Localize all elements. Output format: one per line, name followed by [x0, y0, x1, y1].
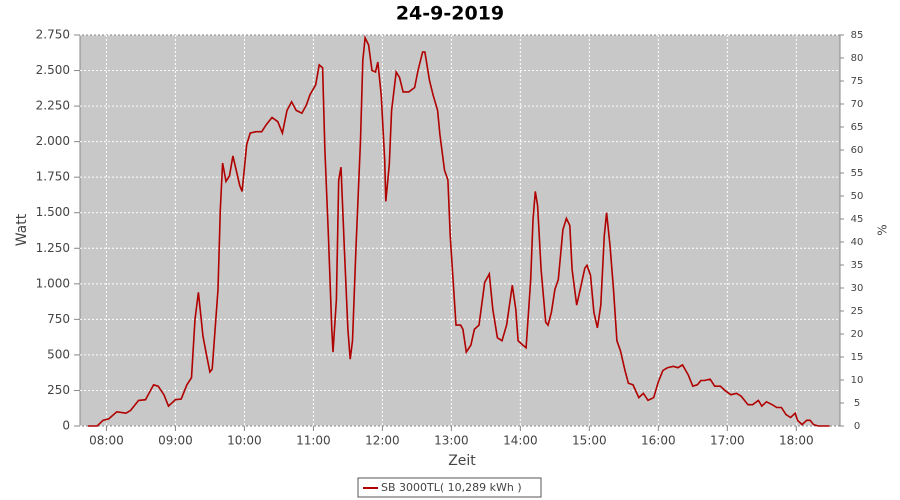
plot-area — [79, 34, 841, 427]
y2-tick-label: 10 — [851, 375, 864, 386]
x-tick-label: 10:00 — [227, 434, 262, 448]
x-tick-label: 09:00 — [158, 434, 193, 448]
y2-tick-label: 20 — [851, 329, 864, 340]
y-tick-label: 500 — [47, 347, 70, 361]
y2-tick-label: 40 — [851, 237, 864, 248]
x-tick-label: 14:00 — [503, 434, 538, 448]
y2-tick-label: 80 — [851, 53, 864, 64]
y2-tick-label: 60 — [851, 145, 864, 156]
legend-box — [357, 477, 542, 498]
y2-tick-label: 45 — [851, 214, 864, 225]
y2-tick-label: 35 — [851, 260, 864, 271]
x-tick-label: 17:00 — [710, 434, 745, 448]
y2-tick-label: 5 — [854, 398, 860, 409]
y2-tick-label: 50 — [851, 191, 864, 202]
x-tick-label: 18:00 — [779, 434, 814, 448]
y2-tick-label: 85 — [851, 30, 864, 41]
y-tick-label: 2.750 — [36, 28, 70, 42]
y2-tick-label: 30 — [851, 283, 864, 294]
x-tick-label: 13:00 — [434, 434, 469, 448]
x-tick-label: 12:00 — [365, 434, 400, 448]
y2-tick-label: 25 — [851, 306, 864, 317]
y-tick-label: 2.000 — [36, 134, 70, 148]
y-tick-label: 1.500 — [36, 205, 70, 219]
y-axis-label: Watt — [14, 213, 30, 246]
y2-tick-label: 0 — [854, 421, 860, 432]
y-tick-label: 0 — [62, 419, 70, 433]
y-tick-label: 750 — [47, 312, 70, 326]
x-tick-label: 16:00 — [641, 434, 676, 448]
chart-title: 24-9-2019 — [396, 3, 504, 25]
x-axis-label: Zeit — [448, 453, 476, 469]
y-tick-label: 2.500 — [36, 63, 70, 77]
legend-label: SB 3000TL( 10,289 kWh ) — [381, 481, 522, 494]
x-tick-label: 15:00 — [572, 434, 607, 448]
y-tick-label: 250 — [47, 383, 70, 397]
y2-tick-label: 55 — [851, 168, 864, 179]
y2-axis-label: % — [876, 224, 890, 235]
y-tick-label: 1.750 — [36, 170, 70, 184]
y-tick-label: 2.250 — [36, 99, 70, 113]
series-line — [88, 34, 830, 427]
x-tick-label: 08:00 — [89, 434, 124, 448]
y2-tick-label: 15 — [851, 352, 864, 363]
y2-tick-label: 65 — [851, 122, 864, 133]
y2-tick-label: 75 — [851, 76, 864, 87]
y-tick-label: 1.250 — [36, 241, 70, 255]
x-tick-label: 11:00 — [296, 434, 331, 448]
y-tick-label: 1.000 — [36, 276, 70, 290]
y2-tick-label: 70 — [851, 99, 864, 110]
